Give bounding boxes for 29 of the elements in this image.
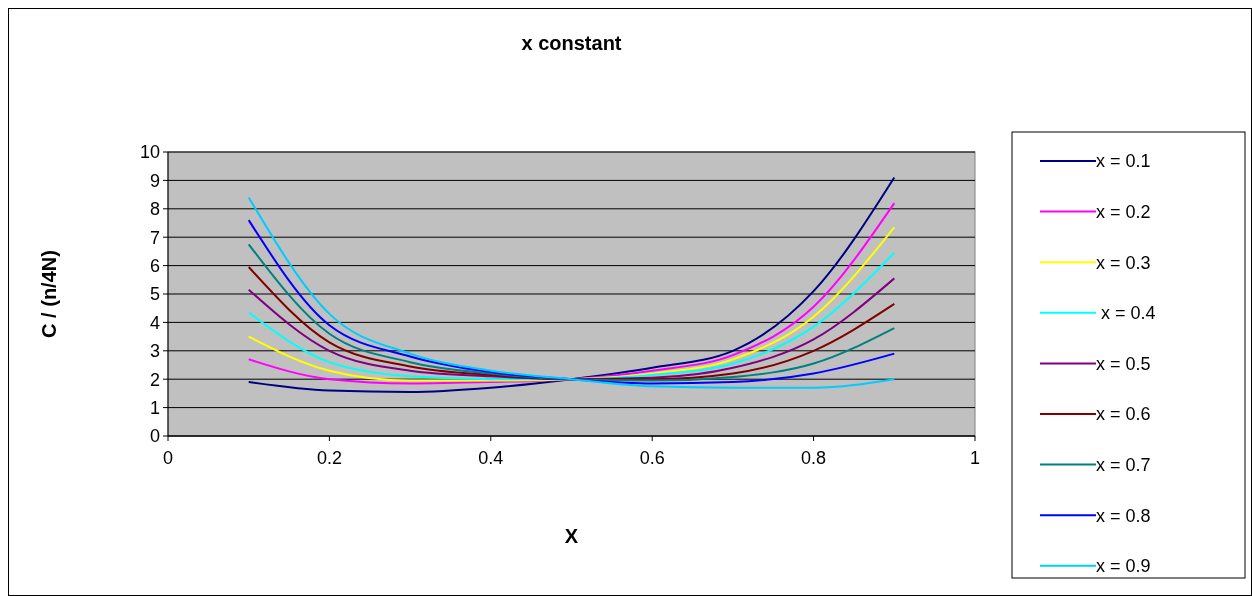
y-tick-label: 8 [149,199,160,220]
y-tick-label: 7 [149,227,160,248]
legend-label: x = 0.4 [1096,303,1156,324]
legend-label: x = 0.3 [1096,252,1151,273]
x-axis-title: X [564,525,579,547]
y-tick-label: 0 [149,426,160,447]
y-tick-label: 2 [149,369,160,390]
legend-label: x = 0.2 [1096,201,1151,222]
x-tick-label: 0.8 [801,448,827,468]
x-tick-label: 0.4 [478,448,504,468]
y-tick-label: 5 [149,284,160,305]
chart-title: x constant [521,32,622,54]
legend-label: x = 0.6 [1096,404,1151,425]
y-axis-title: C / (n/4N) [38,250,60,338]
x-tick-label: 0.2 [316,448,342,468]
legend-label: x = 0.1 [1096,151,1151,172]
y-tick-label: 3 [149,341,160,362]
y-tick-label: 10 [139,142,160,163]
y-tick-label: 6 [149,255,160,276]
legend-label: x = 0.7 [1096,454,1151,475]
y-tick-label: 4 [149,312,160,333]
legend-label: x = 0.8 [1096,505,1151,526]
x-tick-label: 0.6 [639,448,665,468]
legend-label: x = 0.9 [1096,556,1151,577]
legend-label: x = 0.5 [1096,353,1151,374]
x-tick-label: 0 [162,448,174,468]
y-tick-label: 9 [149,170,160,191]
x-tick-label: 1 [969,448,981,468]
y-tick-label: 1 [149,397,160,418]
